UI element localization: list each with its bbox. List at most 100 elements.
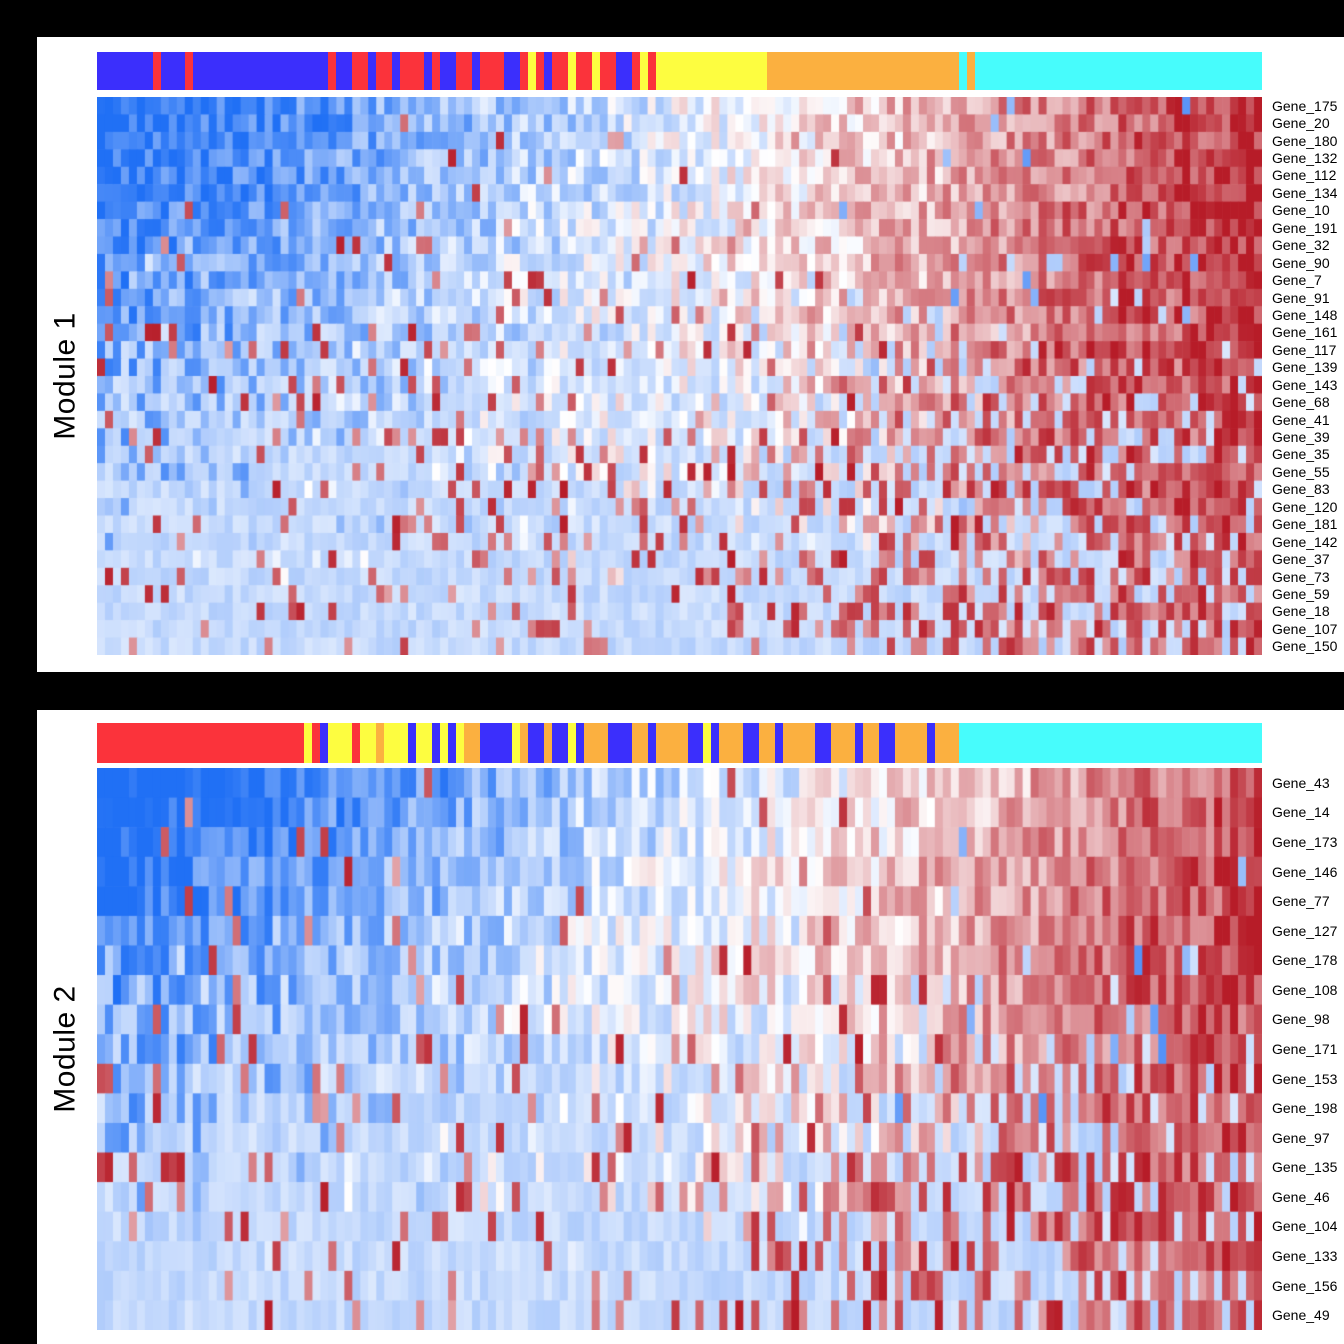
gene-label: Gene_112: [1272, 167, 1337, 184]
gene-label: Gene_178: [1272, 952, 1338, 969]
annotation-segment-blue: [320, 723, 329, 763]
annotation-segment-orange: [543, 723, 552, 763]
annotation-segment-blue: [775, 723, 784, 763]
gene-label: Gene_10: [1272, 202, 1330, 219]
annotation-segment-blue: [687, 723, 704, 763]
gene-label: Gene_73: [1272, 568, 1330, 585]
gene-label: Gene_77: [1272, 893, 1330, 910]
gene-label: Gene_35: [1272, 446, 1330, 463]
annotation-segment-cyan: [958, 723, 1263, 763]
gene-label: Gene_173: [1272, 833, 1338, 850]
annotation-segment-red: [184, 52, 193, 90]
annotation-segment-red: [400, 52, 425, 90]
annotation-segment-red: [647, 52, 656, 90]
annotation-segment-blue: [543, 52, 552, 90]
annotation-segment-red: [352, 52, 369, 90]
gene-label: Gene_120: [1272, 498, 1338, 515]
gene-label: Gene_83: [1272, 481, 1330, 498]
gene-label: Gene_107: [1272, 620, 1338, 637]
module-2-gene-labels: Gene_43 Gene_14 Gene_173 Gene_146 Gene_77 Gen…: [1272, 768, 1344, 1330]
gene-label: Gene_117: [1272, 341, 1337, 358]
gene-label: Gene_181: [1272, 516, 1338, 533]
module-1-heatmap: [97, 97, 1262, 655]
gene-label: Gene_175: [1272, 97, 1338, 114]
annotation-segment-yellow: [328, 723, 353, 763]
gene-label: Gene_90: [1272, 254, 1330, 271]
gene-label: Gene_49: [1272, 1307, 1330, 1324]
annotation-segment-blue: [408, 723, 417, 763]
module-2-column-annotation-bar: [97, 723, 1263, 763]
gene-label: Gene_18: [1272, 603, 1330, 620]
gene-label: Gene_139: [1272, 359, 1338, 376]
module-1-title-text: Module 1: [49, 312, 83, 440]
annotation-segment-blue: [743, 723, 760, 763]
annotation-segment-orange: [759, 723, 776, 763]
gene-label: Gene_41: [1272, 411, 1330, 428]
annotation-segment-orange: [966, 52, 975, 90]
gene-label: Gene_156: [1272, 1277, 1338, 1294]
annotation-segment-blue: [575, 723, 584, 763]
gene-label: Gene_108: [1272, 981, 1338, 998]
annotation-segment-red: [456, 52, 473, 90]
gene-label: Gene_143: [1272, 376, 1338, 393]
annotation-segment-blue: [855, 723, 864, 763]
annotation-segment-red: [152, 52, 161, 90]
gene-label: Gene_135: [1272, 1159, 1338, 1176]
gene-label: Gene_180: [1272, 132, 1338, 149]
annotation-segment-blue: [647, 723, 656, 763]
annotation-segment-orange: [583, 723, 608, 763]
module-1-panel: Module 1 Gene_175 Gene_20 Gene_180 Gene_132…: [37, 37, 1344, 672]
annotation-segment-orange: [519, 723, 528, 763]
annotation-segment-cyan: [958, 52, 967, 90]
annotation-segment-blue: [472, 52, 481, 90]
gene-label: Gene_39: [1272, 429, 1330, 446]
annotation-segment-blue: [97, 52, 153, 90]
module-1-title: Module 1: [37, 97, 95, 655]
annotation-segment-orange: [376, 723, 385, 763]
annotation-segment-red: [97, 723, 305, 763]
annotation-segment-orange: [719, 723, 744, 763]
annotation-segment-blue: [926, 723, 935, 763]
annotation-segment-yellow: [639, 52, 648, 90]
annotation-segment-blue: [503, 52, 520, 90]
annotation-segment-orange: [767, 52, 959, 90]
module-2-title: Module 2: [37, 768, 95, 1330]
gene-label: Gene_161: [1272, 324, 1338, 341]
gene-label: Gene_153: [1272, 1070, 1338, 1087]
annotation-segment-blue: [448, 723, 457, 763]
gene-label: Gene_142: [1272, 533, 1338, 550]
gene-label: Gene_20: [1272, 115, 1330, 132]
annotation-segment-red: [432, 52, 441, 90]
gene-label: Gene_104: [1272, 1218, 1338, 1235]
annotation-segment-orange: [863, 723, 880, 763]
annotation-segment-yellow: [511, 723, 520, 763]
annotation-segment-yellow: [655, 52, 768, 90]
module-2-panel: Module 2 Gene_43 Gene_14 Gene_173 Gene_146 G…: [37, 710, 1344, 1344]
annotation-segment-cyan: [974, 52, 1263, 90]
gene-label: Gene_133: [1272, 1248, 1338, 1265]
gene-label: Gene_43: [1272, 774, 1330, 791]
annotation-segment-blue: [607, 723, 632, 763]
annotation-segment-red: [328, 52, 337, 90]
annotation-segment-blue: [551, 723, 568, 763]
annotation-segment-blue: [527, 723, 544, 763]
annotation-segment-yellow: [304, 723, 313, 763]
gene-label: Gene_14: [1272, 804, 1330, 821]
annotation-segment-yellow: [567, 723, 576, 763]
gene-label: Gene_148: [1272, 306, 1338, 323]
annotation-segment-yellow: [591, 52, 600, 90]
annotation-segment-orange: [783, 723, 816, 763]
gene-label: Gene_198: [1272, 1100, 1338, 1117]
annotation-segment-blue: [440, 52, 457, 90]
gene-label: Gene_7: [1272, 272, 1322, 289]
module-1-gene-labels: Gene_175 Gene_20 Gene_180 Gene_132 Gene_112 G…: [1272, 97, 1344, 655]
gene-label: Gene_55: [1272, 463, 1330, 480]
annotation-segment-red: [631, 52, 640, 90]
annotation-segment-red: [575, 52, 592, 90]
annotation-segment-orange: [464, 723, 481, 763]
annotation-segment-red: [599, 52, 616, 90]
gene-label: Gene_150: [1272, 638, 1338, 655]
gene-label: Gene_191: [1272, 219, 1338, 236]
annotation-segment-blue: [160, 52, 185, 90]
gene-label: Gene_171: [1272, 1041, 1338, 1057]
